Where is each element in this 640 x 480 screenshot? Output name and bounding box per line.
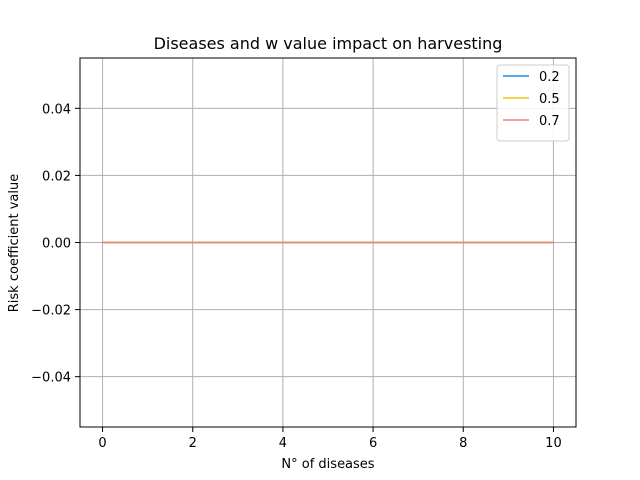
y-axis-ticks: −0.04 −0.02 0.00 0.02 0.04 [31, 102, 80, 386]
x-tick-label: 10 [545, 436, 562, 451]
chart-title: Diseases and w value impact on harvestin… [154, 34, 503, 53]
y-tick-label: 0.02 [42, 169, 71, 184]
y-tick-label: 0.04 [42, 102, 71, 117]
x-axis-ticks: 0 2 4 6 8 10 [98, 427, 562, 451]
y-tick-label: −0.02 [31, 304, 71, 319]
x-tick-label: 2 [189, 436, 197, 451]
x-tick-label: 8 [459, 436, 467, 451]
y-tick-label: −0.04 [31, 371, 71, 386]
legend-label: 0.5 [539, 92, 560, 107]
x-axis-label: N° of diseases [281, 457, 374, 472]
legend-label: 0.2 [539, 70, 560, 85]
legend-frame [496, 64, 570, 142]
legend: 0.2 0.5 0.7 [496, 64, 570, 142]
x-tick-label: 4 [279, 436, 287, 451]
y-axis-label: Risk coefficient value [7, 174, 22, 312]
legend-label: 0.7 [539, 114, 560, 129]
x-tick-label: 0 [98, 436, 106, 451]
x-tick-label: 6 [369, 436, 377, 451]
y-tick-label: 0.00 [42, 237, 71, 252]
